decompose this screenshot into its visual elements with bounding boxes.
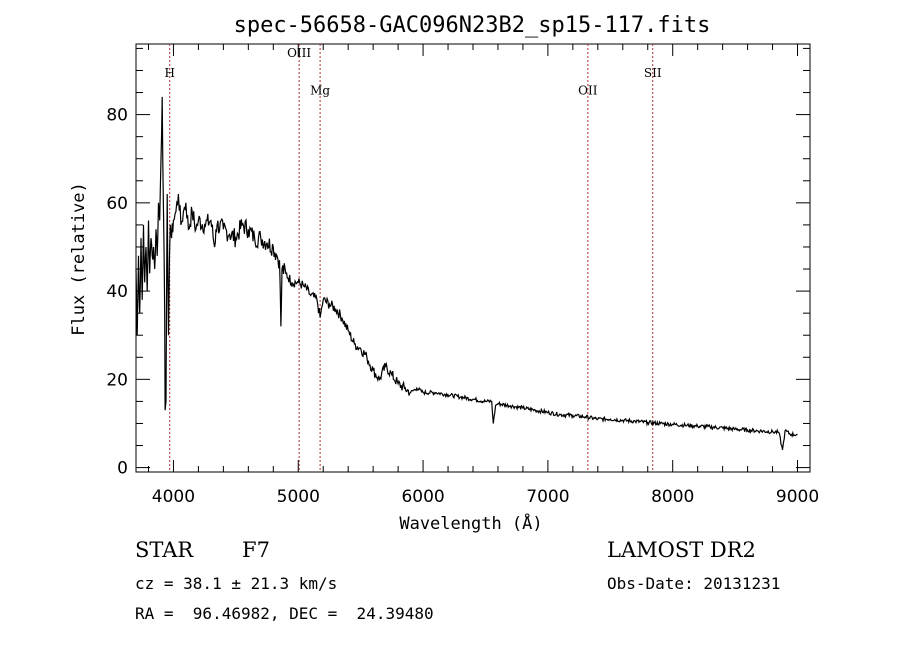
x-tick-label: 9000 <box>776 487 819 507</box>
object-class: STAR <box>135 538 194 562</box>
coordinates: RA = 96.46982, DEC = 24.39480 <box>135 604 434 623</box>
plot-frame <box>135 43 811 473</box>
x-tick-label: 6000 <box>401 487 444 507</box>
x-tick-label: 4000 <box>152 487 195 507</box>
x-tick-label: 5000 <box>277 487 320 507</box>
y-axis-label: Flux (relative) <box>69 182 89 336</box>
spectral-line-label: OIII <box>287 46 311 60</box>
x-axis: 4000 5000 6000 7000 8000 9000 <box>147 44 819 507</box>
survey-name: LAMOST DR2 <box>607 538 756 562</box>
y-tick-label: 0 <box>117 459 128 479</box>
y-axis: 0 20 40 60 80 <box>106 47 810 479</box>
spectral-line-label: Mg <box>310 84 330 98</box>
spectral-line-markers: H OIII Mg OII SII <box>164 44 662 472</box>
y-tick-label: 80 <box>106 106 128 126</box>
spectrum-series-line <box>135 96 798 450</box>
spectral-line-label: OII <box>578 84 598 98</box>
x-tick-label: 7000 <box>526 487 569 507</box>
y-tick-label: 40 <box>106 282 128 302</box>
spectral-line-label: SII <box>644 66 662 80</box>
x-axis-label: Wavelength (Å) <box>399 512 542 534</box>
spectral-line-label: H <box>164 66 174 80</box>
object-subclass: F7 <box>242 538 270 562</box>
chart-title: spec-56658-GAC096N23B2_sp15-117.fits <box>234 13 711 38</box>
y-tick-label: 60 <box>106 194 128 214</box>
redshift-velocity: cz = 38.1 ± 21.3 km/s <box>135 574 338 593</box>
x-tick-label: 8000 <box>651 487 694 507</box>
y-tick-label: 20 <box>106 370 128 390</box>
observation-date: Obs-Date: 20131231 <box>607 574 781 593</box>
